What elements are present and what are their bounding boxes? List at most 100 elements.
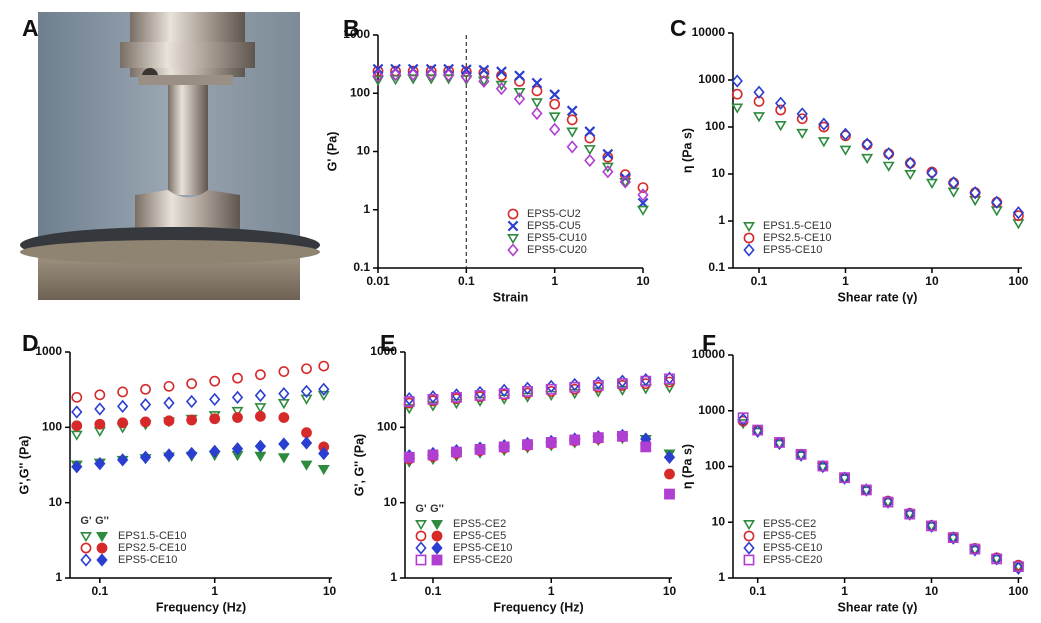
marker: [163, 415, 175, 427]
photo: [20, 12, 320, 300]
marker: [478, 74, 490, 88]
marker: [209, 375, 221, 387]
marker: [882, 496, 894, 508]
marker: [640, 375, 652, 387]
legend-label: EPS1.5-CE10: [118, 530, 186, 542]
marker: [816, 462, 829, 474]
marker: [664, 373, 675, 385]
marker: [969, 543, 981, 555]
x-tick-label: 1: [211, 584, 218, 598]
y-tick-label: 10: [712, 166, 726, 180]
x-tick-label: 1: [841, 584, 848, 598]
marker: [592, 432, 604, 444]
legend-marker: [80, 553, 92, 567]
marker: [925, 178, 938, 189]
marker: [947, 176, 960, 190]
marker: [584, 153, 596, 168]
y-axis-title: η (Pa s): [680, 128, 694, 173]
y-axis-title: G', G'' (Pa): [352, 434, 366, 496]
marker: [278, 437, 290, 451]
x-tick-label: 0.1: [425, 584, 442, 598]
marker: [737, 419, 750, 430]
marker: [163, 396, 175, 410]
marker: [1013, 210, 1024, 222]
marker: [460, 70, 472, 84]
marker: [731, 103, 744, 114]
legend-label: EPS5-CU2: [527, 208, 581, 220]
marker: [969, 543, 981, 557]
legend-marker: [743, 221, 755, 233]
legend-label: EPS5-CE5: [763, 530, 816, 542]
x-tick-label: 10: [663, 584, 677, 598]
marker: [795, 448, 807, 462]
marker: [71, 420, 83, 432]
marker: [522, 439, 533, 450]
marker: [372, 69, 384, 83]
x-tick-label: 1: [842, 274, 849, 288]
marker: [372, 75, 384, 87]
x-tick-label: 100: [1008, 274, 1028, 288]
marker: [372, 65, 384, 77]
marker: [1012, 206, 1025, 220]
marker: [522, 385, 533, 397]
marker: [300, 384, 313, 399]
marker: [278, 366, 290, 377]
marker: [451, 446, 462, 458]
marker: [731, 74, 743, 88]
marker: [904, 169, 917, 181]
marker: [860, 486, 873, 497]
marker: [584, 132, 596, 144]
legend-marker: [743, 232, 755, 244]
marker: [583, 145, 596, 156]
marker: [71, 405, 83, 419]
marker: [818, 121, 830, 133]
marker: [300, 394, 313, 405]
marker: [773, 439, 786, 451]
y-tick-label: 1: [390, 570, 397, 584]
legend-label: EPS5-CU5: [527, 220, 581, 232]
legend-marker: [743, 519, 755, 531]
y-tick-label: 1000: [698, 403, 725, 417]
y-tick-label: 1000: [698, 72, 725, 86]
marker: [232, 372, 243, 384]
marker: [664, 468, 675, 480]
legend-marker: [431, 554, 443, 566]
marker: [774, 121, 787, 132]
marker: [795, 451, 808, 462]
legend-marker: [507, 243, 519, 257]
x-tick-label: 0.1: [91, 584, 108, 598]
panel-label: F: [702, 330, 716, 356]
marker: [731, 88, 743, 100]
y-tick-label: 0.1: [353, 260, 370, 274]
marker: [903, 510, 916, 521]
y-tick-label: 100: [42, 420, 62, 434]
marker: [664, 488, 675, 500]
marker: [531, 106, 543, 121]
marker: [991, 552, 1003, 566]
panel-label: C: [670, 15, 687, 41]
marker: [947, 531, 959, 545]
marker: [209, 392, 221, 407]
legend-marker: [96, 531, 108, 543]
marker: [139, 398, 152, 412]
marker: [947, 532, 959, 544]
marker: [94, 418, 106, 430]
marker: [389, 67, 402, 82]
marker: [861, 153, 874, 165]
marker: [1012, 561, 1025, 575]
marker: [969, 186, 981, 200]
marker: [619, 177, 632, 189]
legend-label: EPS5-CE2: [453, 518, 506, 530]
marker: [442, 68, 455, 82]
marker: [839, 145, 852, 156]
x-tick-label: 1: [548, 584, 555, 598]
marker: [403, 451, 415, 463]
marker: [185, 446, 198, 461]
marker: [495, 82, 508, 96]
marker: [477, 76, 490, 87]
x-axis-title: Frequency (Hz): [493, 600, 583, 614]
marker: [496, 66, 507, 78]
panel-label: D: [22, 330, 39, 356]
marker: [531, 85, 543, 97]
legend-header: G'': [430, 503, 444, 515]
